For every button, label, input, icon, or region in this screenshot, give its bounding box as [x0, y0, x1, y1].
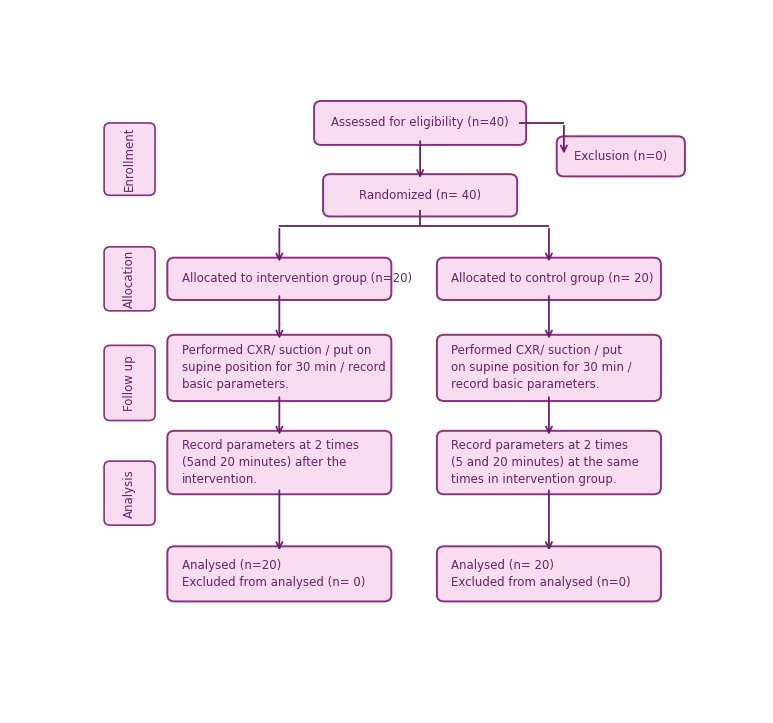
Text: Analysed (n=20)
Excluded from analysed (n= 0): Analysed (n=20) Excluded from analysed (… [182, 559, 365, 589]
FancyBboxPatch shape [167, 431, 391, 495]
Text: Performed CXR/ suction / put
on supine position for 30 min /
record basic parame: Performed CXR/ suction / put on supine p… [451, 344, 632, 391]
FancyBboxPatch shape [167, 257, 391, 300]
Text: Randomized (n= 40): Randomized (n= 40) [359, 189, 481, 202]
Text: Performed CXR/ suction / put on
supine position for 30 min / record
basic parame: Performed CXR/ suction / put on supine p… [182, 344, 386, 391]
Text: Follow up: Follow up [123, 355, 136, 411]
FancyBboxPatch shape [167, 335, 391, 401]
FancyBboxPatch shape [557, 137, 685, 176]
FancyBboxPatch shape [167, 547, 391, 602]
FancyBboxPatch shape [437, 547, 661, 602]
Text: Analysed (n= 20)
Excluded from analysed (n=0): Analysed (n= 20) Excluded from analysed … [451, 559, 631, 589]
FancyBboxPatch shape [437, 335, 661, 401]
Text: Record parameters at 2 times
(5and 20 minutes) after the
intervention.: Record parameters at 2 times (5and 20 mi… [182, 439, 359, 486]
FancyBboxPatch shape [104, 247, 155, 311]
Text: Allocation: Allocation [123, 249, 136, 308]
Text: Analysis: Analysis [123, 469, 136, 518]
FancyBboxPatch shape [437, 431, 661, 495]
Text: Record parameters at 2 times
(5 and 20 minutes) at the same
times in interventio: Record parameters at 2 times (5 and 20 m… [451, 439, 639, 486]
FancyBboxPatch shape [104, 461, 155, 525]
FancyBboxPatch shape [323, 174, 517, 216]
Text: Allocated to intervention group (n=20): Allocated to intervention group (n=20) [182, 273, 412, 286]
FancyBboxPatch shape [104, 346, 155, 421]
FancyBboxPatch shape [104, 123, 155, 195]
Text: Assessed for eligibility (n=40): Assessed for eligibility (n=40) [332, 116, 509, 129]
Text: Enrollment: Enrollment [123, 127, 136, 192]
FancyBboxPatch shape [314, 101, 526, 145]
Text: Exclusion (n=0): Exclusion (n=0) [574, 150, 667, 163]
Text: Allocated to control group (n= 20): Allocated to control group (n= 20) [451, 273, 654, 286]
FancyBboxPatch shape [437, 257, 661, 300]
